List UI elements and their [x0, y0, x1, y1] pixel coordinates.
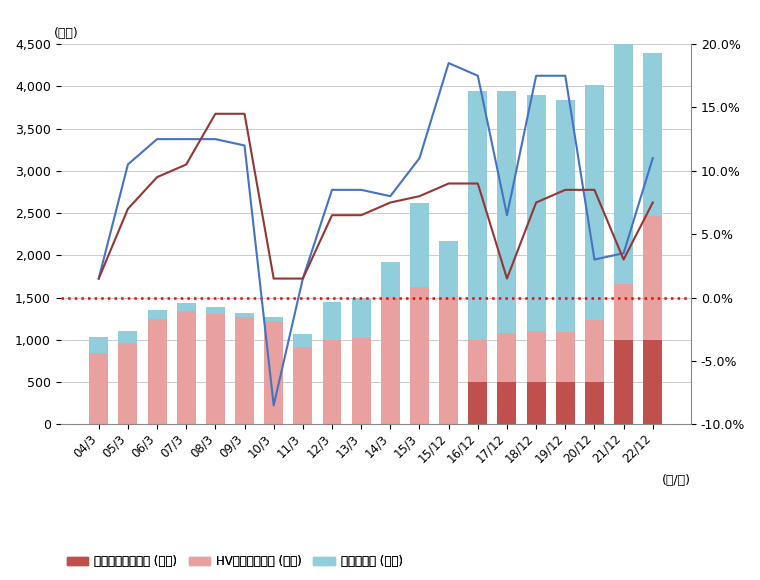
Bar [643, 53, 662, 216]
Bar [410, 288, 429, 425]
Bar [585, 320, 604, 382]
Bar [498, 333, 517, 382]
Bar [498, 382, 517, 425]
Bar [89, 338, 108, 353]
Bar [177, 303, 195, 311]
Bar [556, 332, 575, 382]
Bar [410, 203, 429, 288]
Bar [643, 216, 662, 340]
Bar [556, 100, 575, 332]
Bar [585, 85, 604, 320]
Legend: ハイブリッド資本 (左軸), HV除き株主資本 (左軸), 有利子負債 (左軸): ハイブリッド資本 (左軸), HV除き株主資本 (左軸), 有利子負債 (左軸) [67, 555, 403, 568]
Bar [468, 382, 487, 425]
Bar [322, 302, 341, 340]
Bar [527, 382, 546, 425]
Bar [352, 338, 371, 425]
Bar [235, 317, 254, 425]
Bar [439, 241, 458, 299]
Bar [206, 314, 225, 425]
Bar [439, 299, 458, 425]
Bar [381, 299, 400, 425]
Bar [147, 318, 166, 425]
Bar [147, 310, 166, 318]
Bar [468, 340, 487, 382]
Bar [322, 340, 341, 425]
Bar [206, 307, 225, 314]
Bar [614, 340, 633, 425]
Bar [264, 321, 283, 425]
Bar [293, 334, 312, 347]
Bar [119, 343, 138, 425]
Bar [527, 331, 546, 382]
Bar [468, 90, 487, 340]
Bar [643, 340, 662, 425]
Bar [177, 311, 195, 425]
Bar [381, 262, 400, 299]
Bar [614, 284, 633, 340]
Bar [119, 331, 138, 343]
Bar [498, 90, 517, 333]
Bar [527, 95, 546, 331]
Text: (年/月): (年/月) [662, 474, 691, 487]
Bar [556, 382, 575, 425]
Bar [89, 353, 108, 425]
Bar [585, 382, 604, 425]
Bar [352, 298, 371, 338]
Bar [614, 26, 633, 284]
Text: (億円): (億円) [54, 27, 79, 40]
Bar [293, 347, 312, 425]
Bar [235, 313, 254, 317]
Bar [264, 317, 283, 321]
